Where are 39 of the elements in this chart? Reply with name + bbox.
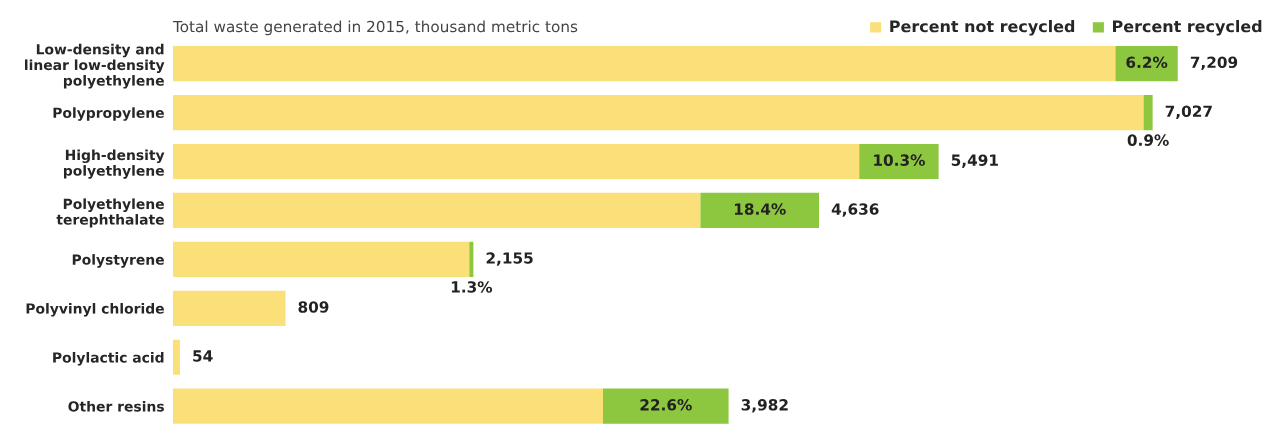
bar [700,192,820,229]
bar [859,143,939,180]
bar [172,388,603,424]
y-tick-label: Low-density and linear low-density polyethylene [25,43,165,89]
legend-label: Percent recycled [1113,19,1262,36]
annotation: 1.3% [451,281,493,293]
annotation: 3,982 [741,399,788,413]
bar [603,388,729,424]
annotation: 5,491 [951,154,998,168]
chart-title: Total waste generated in 2015, thousand metric tons [172,20,578,36]
bar [1115,46,1178,82]
annotation: 0.9% [1127,134,1169,146]
y-tick-label: Polylactic acid [53,351,164,366]
legend-label: Percent not recycled [890,19,1075,36]
y-tick-label: Polypropylene [53,107,164,121]
bar [172,94,1144,131]
bar [172,290,286,326]
annotation: 54 [193,350,213,362]
annotation: 4,636 [831,203,879,217]
annotation: 18.4% [734,203,786,215]
bar [172,339,180,375]
annotation: 10.3% [874,154,925,166]
y-tick-label: Polyethylene terephthalate [56,198,164,228]
y-tick-label: Other resins [68,400,164,412]
annotation: 7,027 [1165,105,1212,119]
y-tick-label: Polystyrene [72,254,164,268]
annotation: 2,155 [486,252,533,266]
bar [469,241,474,277]
bar [172,46,1116,82]
bar [172,192,701,229]
y-tick-label: High-density polyethylene [63,149,165,179]
bar [172,143,860,180]
y-tick-label: Polyvinyl chloride [26,303,164,317]
annotation: 6.2% [1126,56,1168,69]
text: 7,209 [1190,56,1238,70]
bar [172,241,470,277]
annotation: 809 [298,301,329,313]
annotation: 22.6% [640,399,692,411]
bar [1143,94,1153,131]
